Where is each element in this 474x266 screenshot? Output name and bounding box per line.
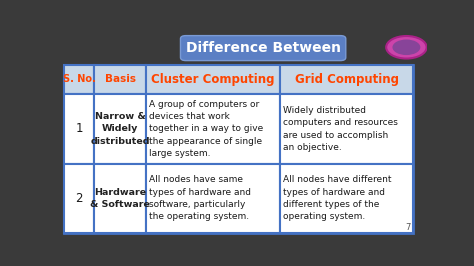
Bar [94,65,146,94]
Text: 1: 1 [75,122,83,135]
Text: Difference Between: Difference Between [186,41,341,55]
Bar [146,164,281,233]
Text: Hardware
& Software: Hardware & Software [90,188,150,209]
Bar [64,164,94,233]
Bar [281,65,413,94]
Text: 2: 2 [75,192,83,205]
Text: Grid Computing: Grid Computing [294,73,399,86]
Bar [146,94,281,164]
Text: Narrow &
Widely
distributed: Narrow & Widely distributed [91,112,150,146]
Bar [146,65,281,94]
Bar [281,164,413,233]
Text: Widely distributed
computers and resources
are used to accomplish
an objective.: Widely distributed computers and resourc… [283,106,398,152]
Bar [64,65,413,233]
Text: 7: 7 [405,223,410,232]
FancyBboxPatch shape [181,36,346,61]
Text: Cluster Computing: Cluster Computing [152,73,275,86]
Circle shape [386,36,427,59]
Bar [64,65,94,94]
Text: A group of computers or
devices that work
together in a way to give
the appearan: A group of computers or devices that wor… [149,100,263,158]
Text: S. No.: S. No. [63,74,95,84]
Text: Basis: Basis [105,74,136,84]
Text: All nodes have same
types of hardware and
software, particularly
the operating s: All nodes have same types of hardware an… [149,176,251,221]
Bar [94,164,146,233]
Bar [281,94,413,164]
Text: All nodes have different
types of hardware and
different types of the
operating : All nodes have different types of hardwa… [283,176,392,221]
Bar [64,94,94,164]
Circle shape [392,39,420,55]
Bar [94,94,146,164]
